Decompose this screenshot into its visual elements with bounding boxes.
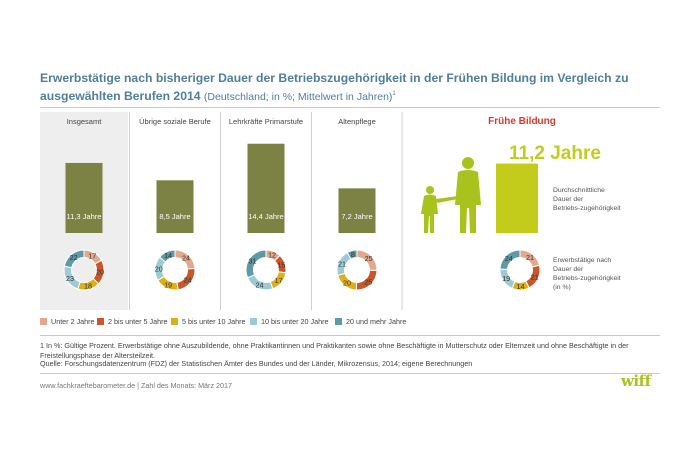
legend-label: 20 und mehr Jahre <box>346 317 407 326</box>
wiff-logo: wiff <box>621 372 651 390</box>
donut-segment-label: 23 <box>66 274 74 283</box>
legend-item: 2 bis unter 5 Jahre <box>97 317 168 326</box>
donut-segment <box>63 249 85 269</box>
website-credit: www.fachkraeftebarometer.de | Zahl des M… <box>40 381 233 390</box>
donut-segment-label: 21 <box>531 272 539 281</box>
donut-segment-label: 24 <box>182 254 190 263</box>
bar-value-label: 11,3 Jahre <box>67 212 102 221</box>
bar-value-label: 7,2 Jahre <box>341 212 372 221</box>
donut-segment-label: 19 <box>164 280 172 289</box>
top-divider <box>40 107 660 108</box>
donut-segment-label: 14 <box>164 251 172 260</box>
highlight-bar-caption: Durchschnittliche Dauer der Betriebs-zugeh… <box>553 187 621 212</box>
legend-item: 5 bis unter 10 Jahre <box>171 317 246 326</box>
footnote-divider <box>40 335 660 336</box>
donut-segment-label: 15 <box>277 260 285 269</box>
legend-label: 5 bis unter 10 Jahre <box>182 317 246 326</box>
highlight-donut-caption: Erwerbstätige nach Dauer der Betriebs-zuge… <box>553 257 621 291</box>
source-note: Quelle: Forschungsdatenzentrum (FDZ) der… <box>40 359 473 368</box>
bar <box>247 143 285 233</box>
bar-value-label: 8,5 Jahre <box>159 212 190 221</box>
donut-segment-label: 17 <box>275 276 283 285</box>
donut-segment-label: 14 <box>517 282 525 291</box>
title-footnote-mark: 1 <box>392 91 396 97</box>
bottom-divider <box>40 373 660 374</box>
bar <box>65 162 103 233</box>
category-label: Lehrkräfte Primarstufe <box>229 117 303 126</box>
donut-segment-label: 21 <box>338 259 346 268</box>
donut-segment-label: 20 <box>96 268 104 277</box>
category-label: Übrige soziale Berufe <box>139 117 211 126</box>
donut-segment-label: 19 <box>502 274 510 283</box>
chart-title: Erwerbstätige nach bisheriger Dauer der … <box>40 70 650 105</box>
legend-label: 10 bis unter 20 Jahre <box>261 317 329 326</box>
title-main: Erwerbstätige nach bisheriger Dauer der … <box>40 71 629 104</box>
legend-swatch <box>97 318 104 325</box>
holding-hands <box>436 196 458 203</box>
legend-item: 10 bis unter 20 Jahre <box>250 317 329 326</box>
donut-segment <box>499 249 521 270</box>
legend-swatch <box>171 318 178 325</box>
donut-segment <box>245 249 267 279</box>
category-label: Insgesamt <box>67 117 103 126</box>
donut-segment-label: 22 <box>70 253 78 262</box>
legend-swatch <box>40 318 47 325</box>
donut-segment-label: 24 <box>184 276 192 285</box>
highlight-title: Frühe Bildung <box>488 116 556 127</box>
bar-value-label: 14,4 Jahre <box>248 212 283 221</box>
child-head <box>426 186 434 194</box>
donut-segment-label: 18 <box>84 281 92 290</box>
legend-swatch <box>250 318 257 325</box>
donut-segment-label: 24 <box>505 254 513 263</box>
legend-item: 20 und mehr Jahre <box>335 317 406 326</box>
donut-segment-label: 25 <box>365 254 373 263</box>
donut-segment-label: 24 <box>255 280 263 289</box>
legend-swatch <box>335 318 342 325</box>
donut-segment-label: 31 <box>248 257 256 266</box>
legend-label: Unter 2 Jahre <box>51 317 95 326</box>
donut-segment <box>346 249 358 260</box>
bar <box>156 180 194 233</box>
family-silhouette-icon <box>421 157 481 233</box>
legend-label: 2 bis unter 5 Jahre <box>108 317 168 326</box>
footnote: 1 In %: Gültige Prozent. Erwerbstätige o… <box>40 341 629 360</box>
adult-head <box>462 157 474 169</box>
donut-segment-label: 17 <box>88 252 96 261</box>
highlight-bar <box>496 163 538 233</box>
donut-segment-label: 25 <box>364 277 372 286</box>
category-label: Altenpflege <box>338 117 376 126</box>
highlight-value-label: 11,2 Jahre <box>509 143 601 164</box>
donut-segment <box>158 249 176 263</box>
title-subtitle: (Deutschland; in %; Mittelwert in Jahren… <box>203 91 393 104</box>
bar <box>338 188 376 233</box>
child-body <box>421 194 438 233</box>
donut-segment-label: 20 <box>155 264 163 273</box>
donut-segment-label: 21 <box>526 253 534 262</box>
donut-segment-label: 12 <box>268 251 276 260</box>
adult-body <box>455 170 481 233</box>
legend-item: Unter 2 Jahre <box>40 317 95 326</box>
donut-segment-label: 8 <box>351 250 355 259</box>
donut-segment-label: 20 <box>343 278 351 287</box>
